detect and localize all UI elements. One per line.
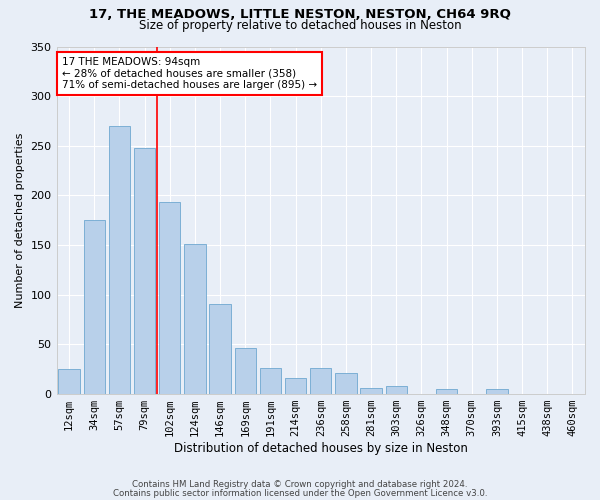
Text: Contains HM Land Registry data © Crown copyright and database right 2024.: Contains HM Land Registry data © Crown c…: [132, 480, 468, 489]
Bar: [386, 386, 407, 394]
Y-axis label: Number of detached properties: Number of detached properties: [15, 132, 25, 308]
Text: Contains public sector information licensed under the Open Government Licence v3: Contains public sector information licen…: [113, 488, 487, 498]
Text: 17, THE MEADOWS, LITTLE NESTON, NESTON, CH64 9RQ: 17, THE MEADOWS, LITTLE NESTON, NESTON, …: [89, 8, 511, 20]
Bar: [260, 368, 281, 394]
Bar: [209, 304, 231, 394]
Bar: [58, 370, 80, 394]
Bar: [335, 373, 356, 394]
Bar: [310, 368, 331, 394]
Bar: [436, 389, 457, 394]
Text: Size of property relative to detached houses in Neston: Size of property relative to detached ho…: [139, 18, 461, 32]
Bar: [184, 244, 206, 394]
Bar: [159, 202, 181, 394]
Bar: [83, 220, 105, 394]
Bar: [285, 378, 307, 394]
Bar: [486, 389, 508, 394]
Text: 17 THE MEADOWS: 94sqm
← 28% of detached houses are smaller (358)
71% of semi-det: 17 THE MEADOWS: 94sqm ← 28% of detached …: [62, 57, 317, 90]
Bar: [361, 388, 382, 394]
X-axis label: Distribution of detached houses by size in Neston: Distribution of detached houses by size …: [174, 442, 468, 455]
Bar: [134, 148, 155, 394]
Bar: [235, 348, 256, 394]
Bar: [109, 126, 130, 394]
